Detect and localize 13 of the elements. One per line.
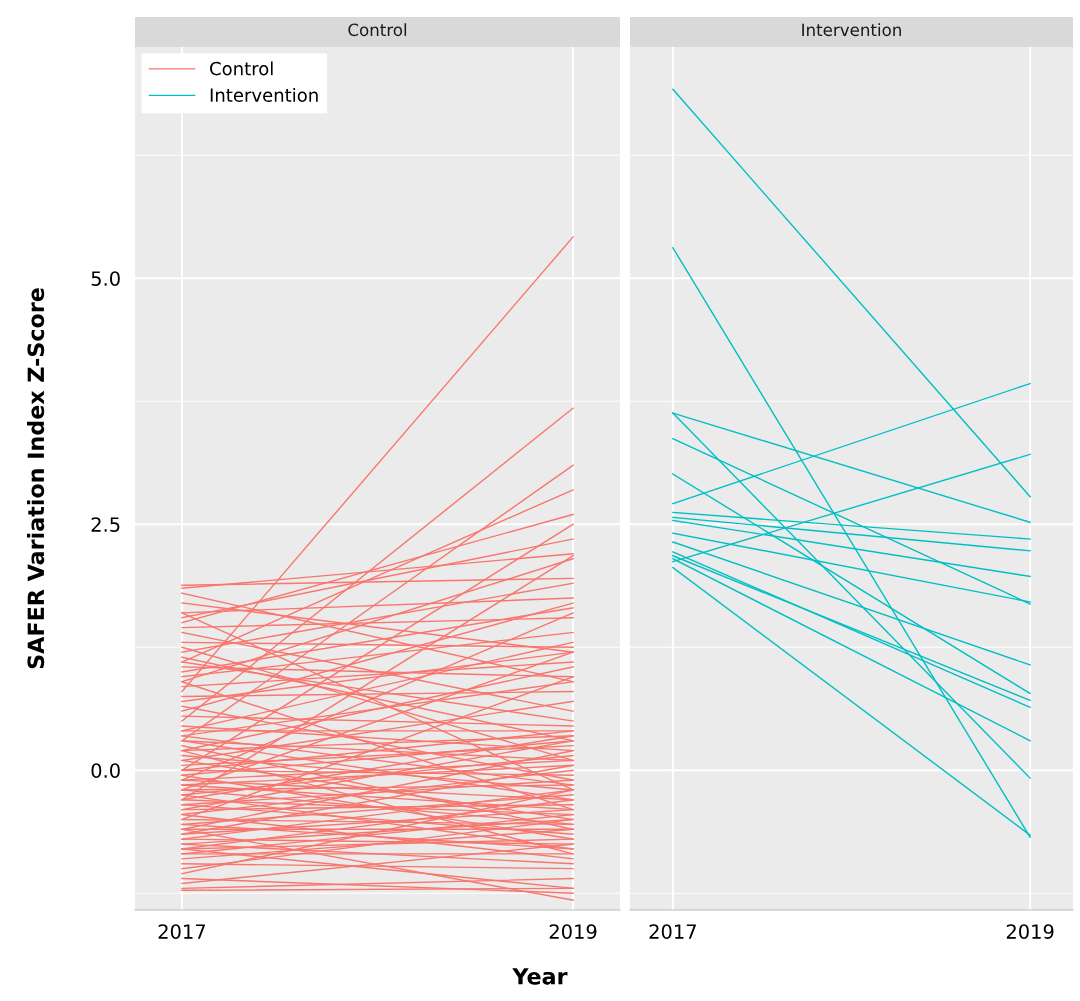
x-tick-label: 2017 <box>158 924 206 939</box>
chart-title: Control <box>348 23 407 37</box>
y-tick-label: 2.5 <box>91 517 120 532</box>
legend-label: Control <box>210 61 273 76</box>
y-tick-label: 5.0 <box>91 271 120 286</box>
chart-title: Intervention <box>802 23 901 37</box>
legend-label: Intervention <box>210 87 318 102</box>
y-axis-title: SAFER Variation Index Z-Score <box>27 288 45 669</box>
x-tick-label: 2019 <box>549 924 597 939</box>
x-axis-title: Year <box>512 968 568 985</box>
x-tick-label: 2017 <box>649 924 696 939</box>
y-tick-label: 0.0 <box>91 763 120 778</box>
x-tick-label: 2019 <box>1006 924 1054 939</box>
